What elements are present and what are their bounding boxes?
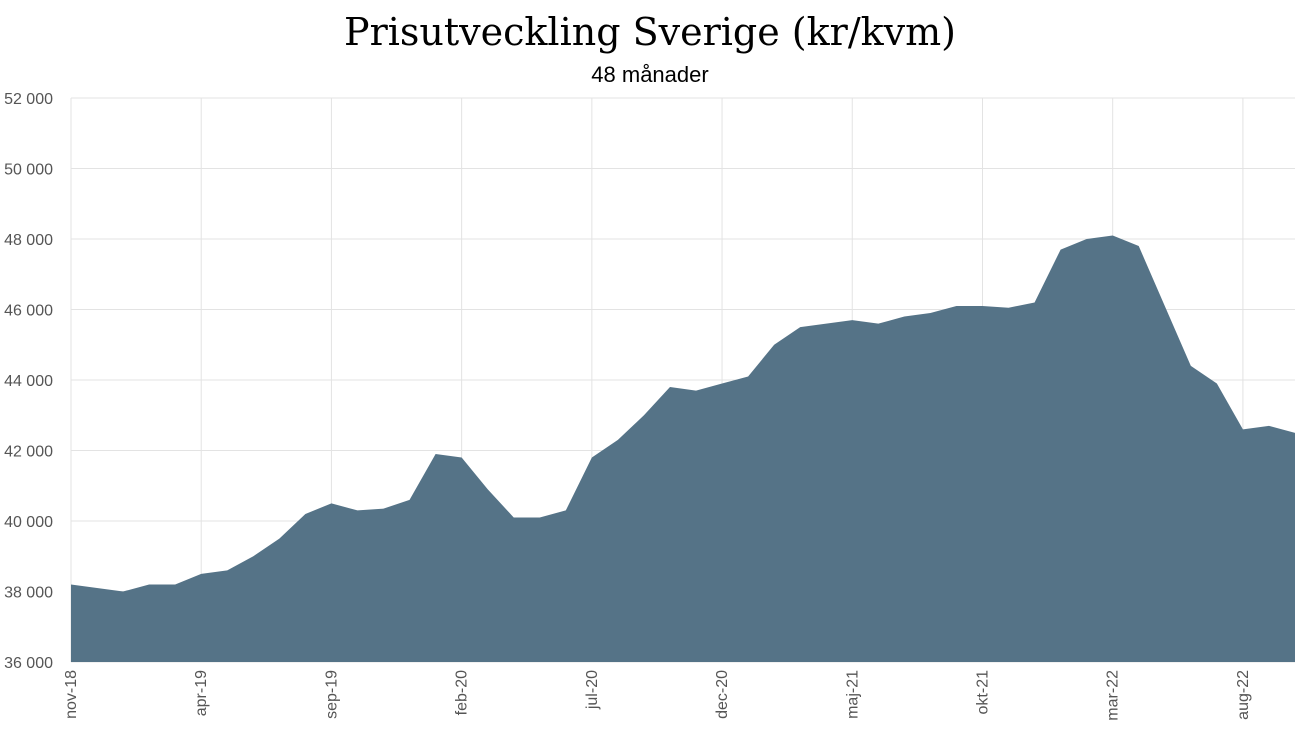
y-tick-label: 42 000 (4, 444, 53, 461)
x-tick-label: aug-22 (1235, 670, 1252, 720)
y-tick-label: 44 000 (4, 373, 53, 390)
x-tick-label: sep-19 (323, 670, 340, 719)
x-tick-label: nov-18 (63, 670, 80, 719)
area-fill (71, 235, 1295, 663)
y-tick-label: 46 000 (4, 303, 53, 320)
x-tick-label: mar-22 (1105, 670, 1122, 721)
y-tick-label: 40 000 (4, 514, 53, 531)
y-tick-label: 38 000 (4, 585, 53, 602)
x-tick-label: okt-21 (974, 670, 991, 715)
y-tick-label: 48 000 (4, 232, 53, 249)
y-tick-label: 52 000 (4, 91, 53, 108)
y-tick-label: 36 000 (4, 655, 53, 672)
chart-title: Prisutveckling Sverige (kr/kvm) (344, 10, 956, 54)
y-tick-label: 50 000 (4, 162, 53, 179)
chart-subtitle: 48 månader (591, 62, 708, 87)
x-axis-ticks: nov-18 apr-19 sep-19 feb-20 jul-20 dec-20 maj-… (63, 670, 1252, 721)
x-tick-label: dec-20 (714, 670, 731, 719)
y-axis-ticks: 36 000 38 000 40 000 42 000 44 000 46 000 48 0… (4, 91, 53, 672)
x-tick-label: apr-19 (193, 670, 210, 716)
x-tick-label: feb-20 (454, 670, 471, 715)
area-series (71, 235, 1295, 663)
x-tick-label: maj-21 (844, 670, 861, 719)
x-tick-label: jul-20 (584, 670, 601, 710)
